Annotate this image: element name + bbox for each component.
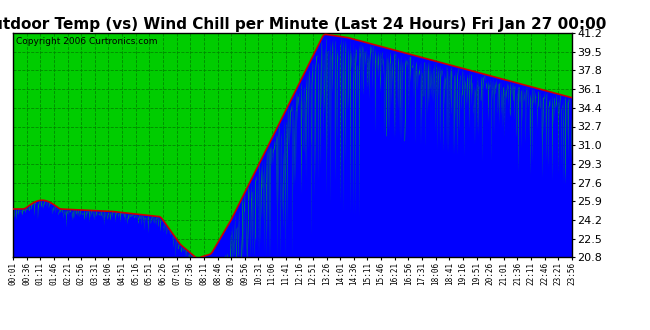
Text: Copyright 2006 Curtronics.com: Copyright 2006 Curtronics.com <box>16 38 157 47</box>
Title: Outdoor Temp (vs) Wind Chill per Minute (Last 24 Hours) Fri Jan 27 00:00: Outdoor Temp (vs) Wind Chill per Minute … <box>0 17 606 32</box>
